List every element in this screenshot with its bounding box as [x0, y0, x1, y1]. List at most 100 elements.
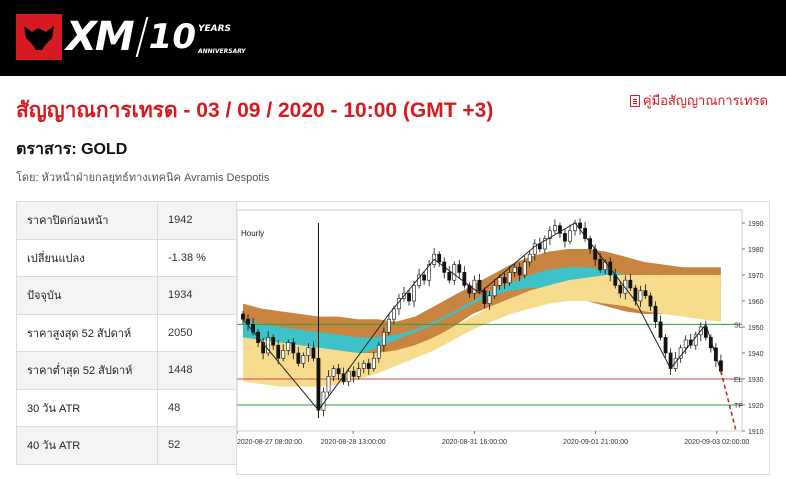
x-tick-label: 2020-09-01 21:00:00 — [563, 439, 628, 446]
candle-body — [658, 321, 663, 338]
candle-body — [306, 347, 311, 356]
candle-body — [266, 337, 271, 354]
candle-body — [356, 368, 361, 377]
candle-body — [452, 264, 457, 281]
candle-body — [643, 290, 648, 297]
stat-label: 30 วัน ATR — [16, 388, 158, 427]
candle-body — [497, 277, 502, 286]
anniversary-number: 10 — [148, 17, 196, 57]
zigzag-line — [242, 222, 722, 412]
stat-value: 1448 — [157, 351, 237, 390]
candle-body — [251, 324, 255, 333]
candle-body — [276, 344, 281, 359]
candle-body — [703, 326, 708, 338]
forecast-line — [720, 371, 737, 432]
stat-value: -1.38 % — [157, 238, 237, 277]
gold-hourly-chart[interactable]: SL EL TP 1910 1920 1930 1940 1950 1960 1970 1980 19… — [236, 201, 770, 475]
candle-body — [261, 342, 266, 354]
candle-body — [492, 285, 497, 297]
y-tick-label: 1920 — [748, 403, 764, 410]
candle-body — [568, 230, 572, 242]
candle-body — [437, 253, 442, 263]
candle-body — [532, 243, 537, 255]
candle-body — [558, 225, 562, 234]
stats-table: ราคาปิดก่อนหน้า 1942 เปลี่ยนแปลง -1.38 % ป… — [16, 201, 237, 465]
y-tick-label: 1990 — [748, 221, 764, 228]
stat-value: 48 — [157, 388, 237, 427]
candle-body — [527, 253, 532, 263]
instrument-title: ตราสาร: GOLD — [16, 141, 128, 158]
pdf-icon — [629, 94, 640, 107]
y-tick-label: 1910 — [748, 429, 764, 436]
years-label: YEARS — [197, 23, 232, 34]
top-bar: XM 10 YEARS ANNIVERSARY — [0, 0, 786, 76]
candle-body — [291, 342, 296, 354]
author-line: โดย: หัวหน้าฝ่ายกลยุทธ์ทางเทคนิค Avramis… — [16, 172, 270, 184]
xm-logo[interactable]: XM 10 YEARS ANNIVERSARY — [16, 14, 246, 60]
candle-body — [628, 279, 633, 289]
table-row: ราคาปิดก่อนหน้า 1942 — [16, 201, 237, 240]
candle-body — [477, 279, 482, 291]
y-tick-label: 1930 — [748, 377, 764, 384]
candle-body — [422, 274, 427, 281]
table-row: ปัจจุบัน 1934 — [16, 276, 237, 315]
candle-body — [386, 318, 391, 333]
candle-body — [563, 233, 567, 242]
candle-body — [427, 264, 432, 281]
y-tick-label: 1950 — [748, 325, 764, 332]
candle-body — [281, 350, 286, 359]
anniversary-label: ANNIVERSARY — [197, 47, 246, 55]
candle-body — [336, 368, 341, 375]
candle-body — [618, 285, 623, 294]
x-tick-label: 2020-08-31 16:00:00 — [442, 439, 507, 446]
candle-body — [552, 225, 557, 232]
y-tick-label: 1970 — [748, 273, 764, 280]
candle-body — [371, 357, 376, 369]
candle-body — [482, 290, 487, 304]
candle-body — [361, 363, 366, 369]
stat-label: ราคาสูงสุด 52 สัปดาห์ — [16, 313, 158, 352]
candle-body — [673, 357, 678, 369]
candle-body — [487, 295, 492, 304]
candle-body — [447, 272, 452, 281]
anniversary-caption: YEARS ANNIVERSARY — [198, 20, 246, 55]
table-row: 30 วัน ATR 48 — [16, 388, 237, 427]
page-title: สัญญาณการเทรด - 03 / 09 / 2020 - 10:00 (… — [16, 99, 494, 122]
signal-guide-link[interactable]: คู่มือสัญญาณการเทรด — [629, 90, 768, 111]
stat-value: 2050 — [157, 313, 237, 352]
table-row: ราคาต่ำสุด 52 สัปดาห์ 1448 — [16, 351, 237, 390]
table-row: ราคาสูงสุด 52 สัปดาห์ 2050 — [16, 313, 237, 352]
chart-svg: SL EL TP 1910 1920 1930 1940 1950 1960 1970 1980 19… — [236, 209, 764, 446]
candle-body — [376, 344, 381, 359]
candle-body — [502, 277, 507, 284]
candle-body — [598, 259, 603, 271]
candle-body — [507, 272, 512, 284]
signal-guide-label: คู่มือสัญญาณการเทรด — [642, 93, 768, 108]
candle-body — [412, 285, 416, 302]
candle-body — [683, 339, 688, 349]
candle-body — [663, 337, 668, 354]
candle-body — [311, 347, 316, 359]
stat-label: เปลี่ยนแปลง — [16, 238, 158, 277]
candle-body — [241, 313, 245, 320]
candle-body — [326, 376, 331, 393]
stat-label: ปัจจุบัน — [16, 276, 158, 315]
x-tick-label: 2020-09-03 02:00:00 — [684, 439, 749, 446]
candle-body — [271, 337, 276, 346]
candle-body — [542, 238, 547, 250]
candle-body — [296, 352, 301, 364]
candle-body — [346, 370, 351, 382]
candle-body — [472, 279, 477, 294]
logo-text: XM — [66, 14, 135, 60]
x-tick-label: 2020-08-28 13:00:00 — [321, 439, 386, 446]
level-label-sl: SL — [734, 322, 743, 329]
logo-bull-icon — [16, 14, 62, 60]
stat-label: ราคาปิดก่อนหน้า — [16, 201, 158, 240]
candle-body — [392, 308, 396, 320]
stat-label: 40 วัน ATR — [16, 426, 158, 465]
candle-body — [512, 266, 517, 273]
candle-body — [301, 355, 306, 364]
table-row: 40 วัน ATR 52 — [16, 426, 237, 465]
candle-body — [693, 334, 698, 346]
stat-value: 52 — [157, 426, 237, 465]
